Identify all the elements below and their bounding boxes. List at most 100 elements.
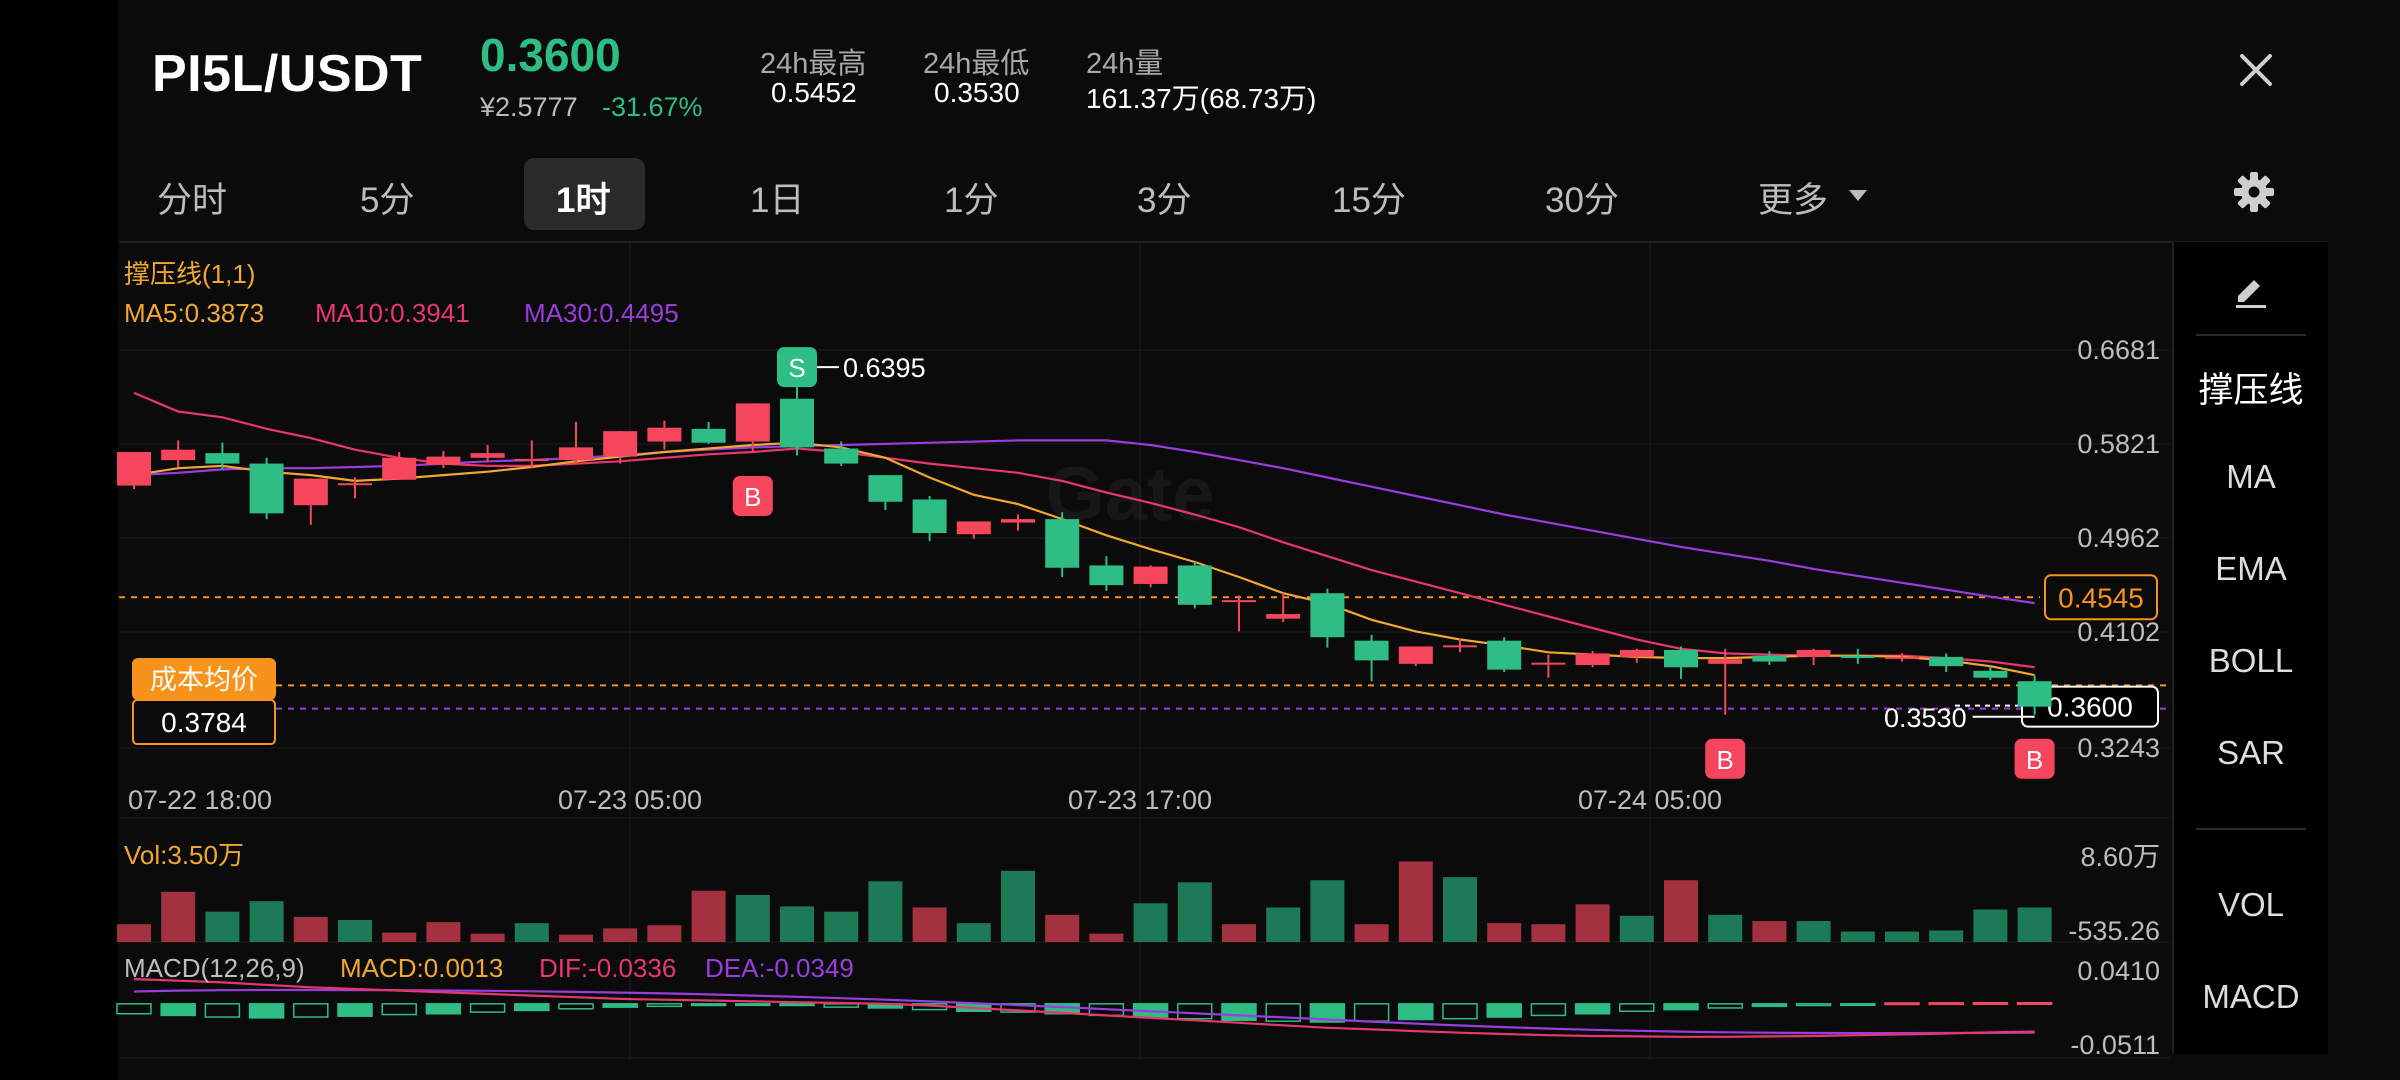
macd-histogram-bar [116, 1003, 152, 1015]
change-percent: -31.67% [602, 92, 703, 122]
volume-bar [1619, 915, 1654, 942]
candle-body [1796, 649, 1831, 657]
low-price-label: 0.3530 [1884, 703, 1967, 733]
sidebar-item-macd[interactable]: MACD [2202, 978, 2300, 1015]
chevron-down-icon[interactable] [1849, 190, 1867, 201]
macd-histogram-bar [1840, 1003, 1876, 1007]
volume-bar [205, 911, 240, 942]
volume-bar [603, 928, 638, 942]
candle-body [559, 447, 593, 461]
y-tick-label: 0.6681 [2077, 335, 2160, 365]
ma30-legend: MA30:0.4495 [524, 298, 679, 328]
macd-params: MACD(12,26,9) [124, 953, 305, 983]
sidebar-item-sar[interactable]: SAR [2217, 734, 2285, 771]
volume-bar [514, 923, 549, 942]
candle-body [514, 458, 549, 461]
gear-icon[interactable] [2232, 170, 2276, 214]
tab-1min[interactable]: 1分 [944, 181, 999, 220]
sell-marker-label: S [788, 353, 805, 383]
tab-more[interactable]: 更多 [1758, 181, 1829, 220]
macd-histogram-bar [1221, 1003, 1257, 1022]
sidebar-item-ema[interactable]: EMA [2215, 550, 2287, 587]
y-tick-label: 0.3243 [2077, 733, 2160, 763]
last-price: 0.3600 [480, 29, 621, 81]
x-tick-label: 07-23 05:00 [558, 785, 702, 815]
volume-bar [1443, 877, 1477, 942]
tab-15min[interactable]: 15分 [1332, 181, 1406, 220]
tab-30min[interactable]: 30分 [1545, 181, 1619, 220]
macd-histogram-bar [1000, 1003, 1036, 1013]
volume-bar [1398, 861, 1433, 942]
macd-histogram-bar [1707, 1003, 1743, 1009]
sidebar-item-vol[interactable]: VOL [2217, 886, 2285, 923]
candle-body [824, 448, 859, 464]
volume-bar [249, 901, 284, 942]
candle-body [1885, 656, 1919, 659]
ma5-legend: MA5:0.3873 [124, 298, 264, 328]
volume-bar [470, 933, 505, 942]
macd-histogram-bar [1309, 1003, 1346, 1023]
volume-bar [1664, 880, 1698, 942]
buy-marker [732, 475, 773, 516]
volume-bar [559, 934, 593, 942]
candle-body [1310, 593, 1345, 638]
macd-histogram-bar [425, 1003, 462, 1015]
axis-labels: 0.6681 0.5821 0.4962 0.4102 0.3243 07-22 18:0… [128, 335, 2160, 1060]
candle-body [735, 403, 770, 442]
stat-volume-label: 24h量 [1086, 48, 1164, 80]
stat-high-label: 24h最高 [760, 48, 867, 80]
macd-value: MACD:0.0013 [340, 953, 503, 983]
tab-1day[interactable]: 1日 [750, 181, 805, 220]
dea-line [133, 988, 2035, 1035]
candle-body [647, 427, 682, 442]
macd-histogram-bar [735, 1003, 771, 1007]
candle-body [1133, 566, 1168, 584]
candle-body [1664, 649, 1698, 668]
volume-bar [1575, 904, 1610, 942]
sidebar-item-ma[interactable]: MA [2226, 458, 2276, 495]
volume-bar [1177, 882, 1212, 942]
candle-body [1354, 640, 1389, 661]
candle-body [470, 453, 505, 458]
sidebar-divider [2196, 334, 2306, 336]
macd-histogram-bar [1398, 1003, 1434, 1021]
macd-histogram-bar [1486, 1003, 1522, 1018]
macd-histogram-bar [2016, 1002, 2053, 1006]
tab-timeline[interactable]: 分时 [157, 181, 228, 220]
volume-bar [382, 932, 417, 942]
sidebar-item-support-resistance[interactable]: 撑压线 [2198, 371, 2304, 410]
macd-histogram-bar [1928, 1002, 1964, 1006]
tab-5min[interactable]: 5分 [360, 181, 415, 220]
close-icon[interactable] [2230, 44, 2282, 96]
dif-line [133, 978, 2035, 1038]
macd-histogram-bar [1751, 1003, 1788, 1008]
candle-body [1266, 614, 1301, 619]
volume-bar [1752, 921, 1787, 942]
candle-body [1575, 653, 1610, 665]
dif-value: DIF:-0.0336 [539, 953, 676, 983]
tab-3min[interactable]: 3分 [1137, 181, 1192, 220]
candle-body [1398, 646, 1433, 664]
candle-body [1177, 565, 1212, 605]
pencil-icon[interactable] [2230, 272, 2270, 312]
cost-basis-box[interactable]: 成本均价 0.3784 [132, 658, 276, 745]
macd-histogram-bar [1884, 1002, 1920, 1006]
cost-basis-value: 0.3784 [161, 707, 247, 738]
volume-bar [161, 891, 196, 942]
tab-1hour[interactable]: 1时 [556, 181, 611, 220]
x-tick-label: 07-24 05:00 [1578, 785, 1722, 815]
buy-marker [1705, 738, 1746, 779]
volume-bar [1354, 924, 1389, 942]
sell-marker [777, 347, 817, 388]
volume-bar [1531, 924, 1566, 942]
candle-body [868, 475, 903, 502]
indicator-sidebar: 撑压线 MA EMA BOLL SAR VOL MACD [2172, 242, 2328, 1054]
candle-body [780, 398, 814, 448]
y-tick-label: 0.4102 [2077, 617, 2160, 647]
volume-bar [1222, 924, 1256, 942]
stat-high-value: 0.5452 [771, 77, 857, 108]
sidebar-item-boll[interactable]: BOLL [2208, 642, 2294, 679]
candle-body [1752, 655, 1787, 662]
candle-body [426, 456, 461, 465]
